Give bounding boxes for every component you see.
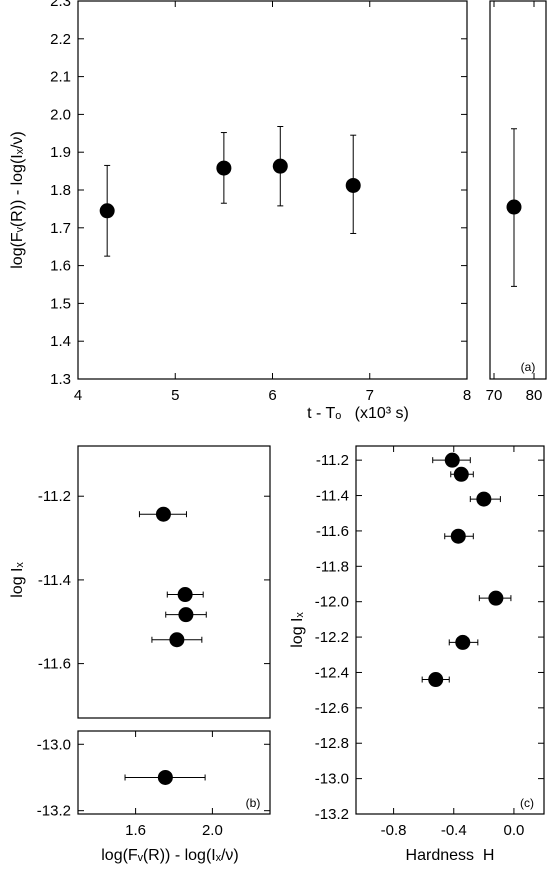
panel-a-xlabel: t - Tₒ (x10³ s) bbox=[307, 405, 409, 422]
y-tick-label: 1.7 bbox=[50, 220, 71, 237]
y-tick-label: 1.8 bbox=[50, 182, 71, 199]
panel-c-frame bbox=[355, 445, 545, 815]
y-tick-label: -12.4 bbox=[315, 664, 349, 681]
x-tick-label: -0.4 bbox=[441, 822, 467, 839]
y-tick-label: -11.6 bbox=[38, 656, 71, 673]
data-point bbox=[455, 634, 471, 650]
y-tick-label: -11.4 bbox=[316, 488, 349, 505]
x-tick-label: 70 bbox=[486, 387, 503, 404]
data-point bbox=[169, 632, 185, 648]
y-tick-label: 2.2 bbox=[50, 31, 71, 48]
data-point bbox=[216, 160, 232, 176]
data-point bbox=[178, 607, 194, 623]
y-tick-label: -13.2 bbox=[37, 803, 71, 820]
panel-a-right-frame bbox=[489, 0, 547, 380]
panel-b-letter: (b) bbox=[246, 796, 261, 810]
y-tick-label: -12.6 bbox=[315, 700, 349, 717]
panel-b-top-frame bbox=[77, 445, 271, 719]
panel-c-ylabel: log Iₓ bbox=[289, 612, 306, 648]
x-tick-label: 2.0 bbox=[202, 822, 223, 839]
panel-b-xlabel: log(Fᵥ(R)) - log(Iₓ/ν) bbox=[101, 847, 239, 864]
y-tick-label: 2.1 bbox=[50, 69, 71, 86]
y-tick-label: -12.8 bbox=[315, 735, 349, 752]
panel-c-xlabel: Hardness H bbox=[406, 847, 495, 864]
panel-b-top: -11.2 -11.4 -11.6 bbox=[38, 488, 270, 673]
panel-a-ylabel: log(Fᵥ(R)) - log(Iₓ/ν) bbox=[9, 131, 26, 269]
x-tick-label: 1.6 bbox=[125, 822, 146, 839]
y-tick-label: -13.0 bbox=[37, 736, 71, 753]
x-tick-label: 8 bbox=[463, 387, 471, 404]
data-point bbox=[155, 506, 171, 522]
data-point bbox=[428, 672, 444, 688]
data-point bbox=[506, 199, 522, 215]
data-point bbox=[453, 466, 469, 482]
y-tick-label: 1.5 bbox=[50, 295, 71, 312]
panel-a-letter: (a) bbox=[521, 360, 536, 374]
y-tick-label: -11.2 bbox=[38, 488, 71, 505]
panel-a-right: 70 80 bbox=[486, 1, 543, 404]
data-point bbox=[444, 452, 460, 468]
y-tick-label: -13.0 bbox=[315, 771, 349, 788]
y-tick-label: -12.2 bbox=[315, 629, 349, 646]
panel-c: -11.2 -11.4 -11.6 -11.8 -12.0 -12.2 -12.4 -12.6… bbox=[315, 446, 544, 839]
data-point bbox=[272, 158, 288, 174]
plot-layer: 1.3 1.4 1.5 1.6 1.7 1.8 1.9 2.0 2.1 2.2 2.3 4 5 6 7 8 70… bbox=[37, 0, 544, 839]
y-tick-label: 2.3 bbox=[50, 0, 71, 10]
panel-a-left: 1.3 1.4 1.5 1.6 1.7 1.8 1.9 2.0 2.1 2.2 2.3 4 5 6 7 8 bbox=[50, 0, 471, 404]
data-point bbox=[177, 587, 193, 603]
data-point bbox=[345, 177, 361, 193]
y-tick-label: 1.6 bbox=[50, 258, 71, 275]
data-point bbox=[99, 203, 115, 219]
y-tick-label: 1.3 bbox=[50, 371, 71, 388]
x-tick-label: -0.8 bbox=[381, 822, 407, 839]
y-tick-label: -11.2 bbox=[316, 452, 349, 469]
panel-b-ylabel: log Iₓ bbox=[9, 562, 26, 598]
panel-a-left-frame bbox=[77, 0, 468, 380]
data-point bbox=[157, 769, 173, 785]
x-tick-label: 6 bbox=[268, 387, 276, 404]
panel-c-letter: (c) bbox=[520, 796, 534, 810]
x-tick-label: 4 bbox=[74, 387, 82, 404]
y-tick-label: -11.8 bbox=[316, 558, 349, 575]
y-tick-label: 1.4 bbox=[50, 333, 71, 350]
y-tick-label: -12.0 bbox=[315, 594, 349, 611]
y-tick-label: -11.4 bbox=[38, 572, 71, 589]
x-tick-label: 0.0 bbox=[503, 822, 524, 839]
data-point bbox=[488, 590, 504, 606]
y-tick-label: -11.6 bbox=[316, 523, 349, 540]
y-tick-label: -13.2 bbox=[315, 806, 349, 823]
data-point bbox=[476, 491, 492, 507]
panel-b-bottom-frame bbox=[77, 730, 271, 815]
y-tick-label: 2.0 bbox=[50, 106, 71, 123]
data-point bbox=[450, 528, 466, 544]
y-tick-label: 1.9 bbox=[50, 144, 71, 161]
x-tick-label: 5 bbox=[171, 387, 179, 404]
panel-b-bottom: -13.0 -13.2 1.6 2.0 bbox=[37, 731, 270, 839]
x-tick-label: 80 bbox=[526, 387, 543, 404]
x-tick-label: 7 bbox=[366, 387, 374, 404]
